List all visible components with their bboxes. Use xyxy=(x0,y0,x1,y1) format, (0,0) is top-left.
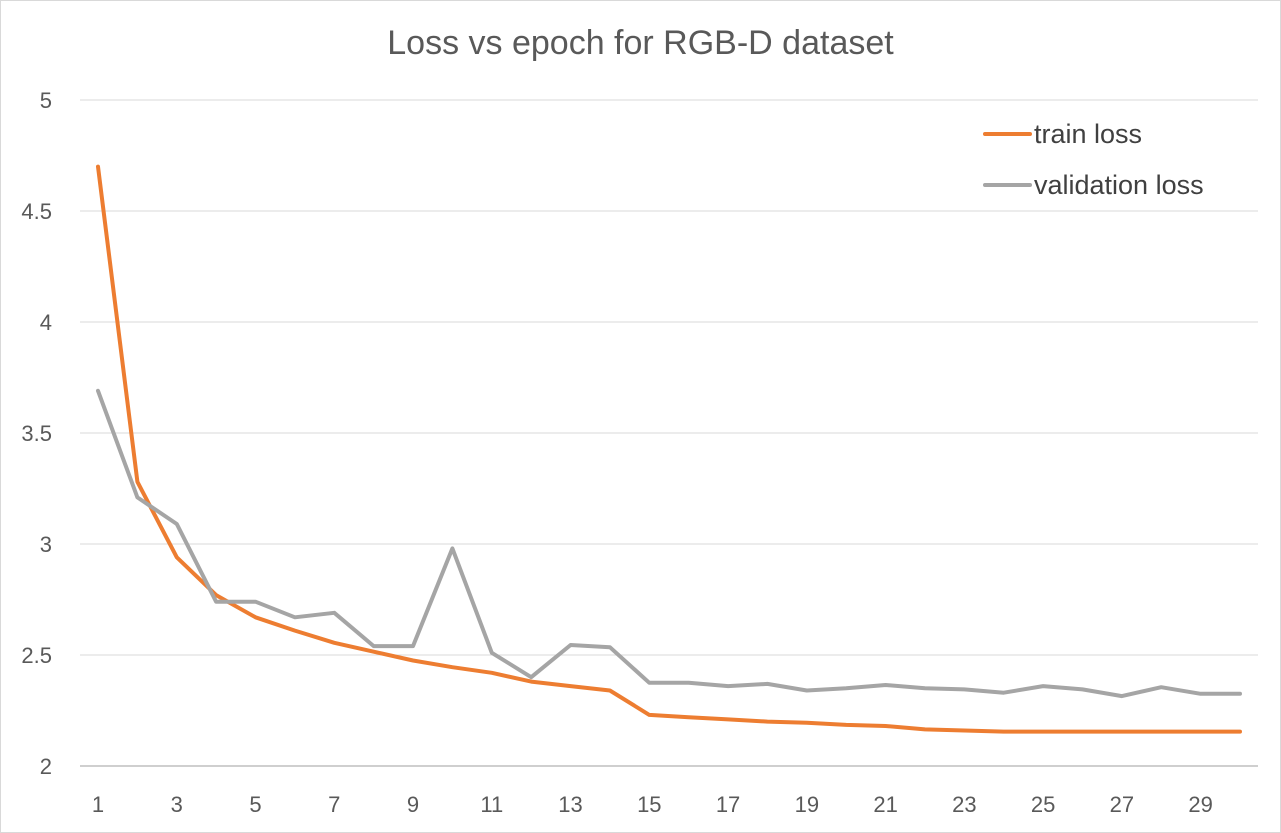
y-axis-tick-labels: 2 2.5 3 3.5 4 4.5 5 xyxy=(21,88,52,779)
chart-title: Loss vs epoch for RGB-D dataset xyxy=(387,24,894,62)
y-tick-label: 5 xyxy=(40,88,52,113)
y-tick-label: 3.5 xyxy=(21,421,52,446)
y-tick-label: 3 xyxy=(40,532,52,557)
x-tick-label: 5 xyxy=(249,792,261,817)
x-tick-label: 21 xyxy=(873,792,897,817)
x-axis-tick-labels: 1 3 5 7 9 11 13 15 17 19 21 23 25 27 29 xyxy=(92,792,1213,817)
x-tick-label: 29 xyxy=(1188,792,1212,817)
series-line-validation-loss xyxy=(96,388,1242,699)
y-tick-label: 2 xyxy=(40,754,52,779)
gridlines xyxy=(80,99,1258,767)
x-tick-label: 3 xyxy=(171,792,183,817)
x-tick-label: 27 xyxy=(1110,792,1134,817)
x-tick-label: 19 xyxy=(795,792,819,817)
x-tick-label: 15 xyxy=(637,792,661,817)
y-tick-label: 2.5 xyxy=(21,643,52,668)
x-tick-label: 11 xyxy=(480,792,503,817)
y-tick-label: 4 xyxy=(40,310,52,335)
legend: train loss validation loss xyxy=(983,119,1204,200)
x-tick-label: 23 xyxy=(952,792,976,817)
x-tick-label: 1 xyxy=(92,792,104,817)
legend-label: train loss xyxy=(1034,119,1142,149)
series-lines xyxy=(96,164,1242,734)
x-tick-label: 9 xyxy=(407,792,419,817)
series-line-train-loss xyxy=(96,164,1242,734)
y-tick-label: 4.5 xyxy=(21,199,52,224)
x-tick-label: 13 xyxy=(558,792,582,817)
x-tick-label: 7 xyxy=(328,792,340,817)
x-tick-label: 17 xyxy=(716,792,740,817)
x-tick-label: 25 xyxy=(1031,792,1055,817)
legend-label: validation loss xyxy=(1034,170,1204,200)
